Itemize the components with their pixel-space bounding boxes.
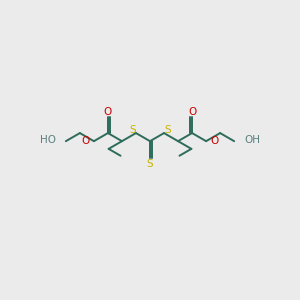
Text: OH: OH (244, 135, 260, 145)
Text: O: O (104, 106, 112, 117)
Text: O: O (82, 136, 90, 146)
Text: S: S (129, 124, 136, 134)
Text: S: S (164, 124, 171, 134)
Text: S: S (147, 158, 153, 169)
Text: HO: HO (40, 135, 56, 145)
Text: O: O (188, 106, 196, 117)
Text: O: O (210, 136, 218, 146)
